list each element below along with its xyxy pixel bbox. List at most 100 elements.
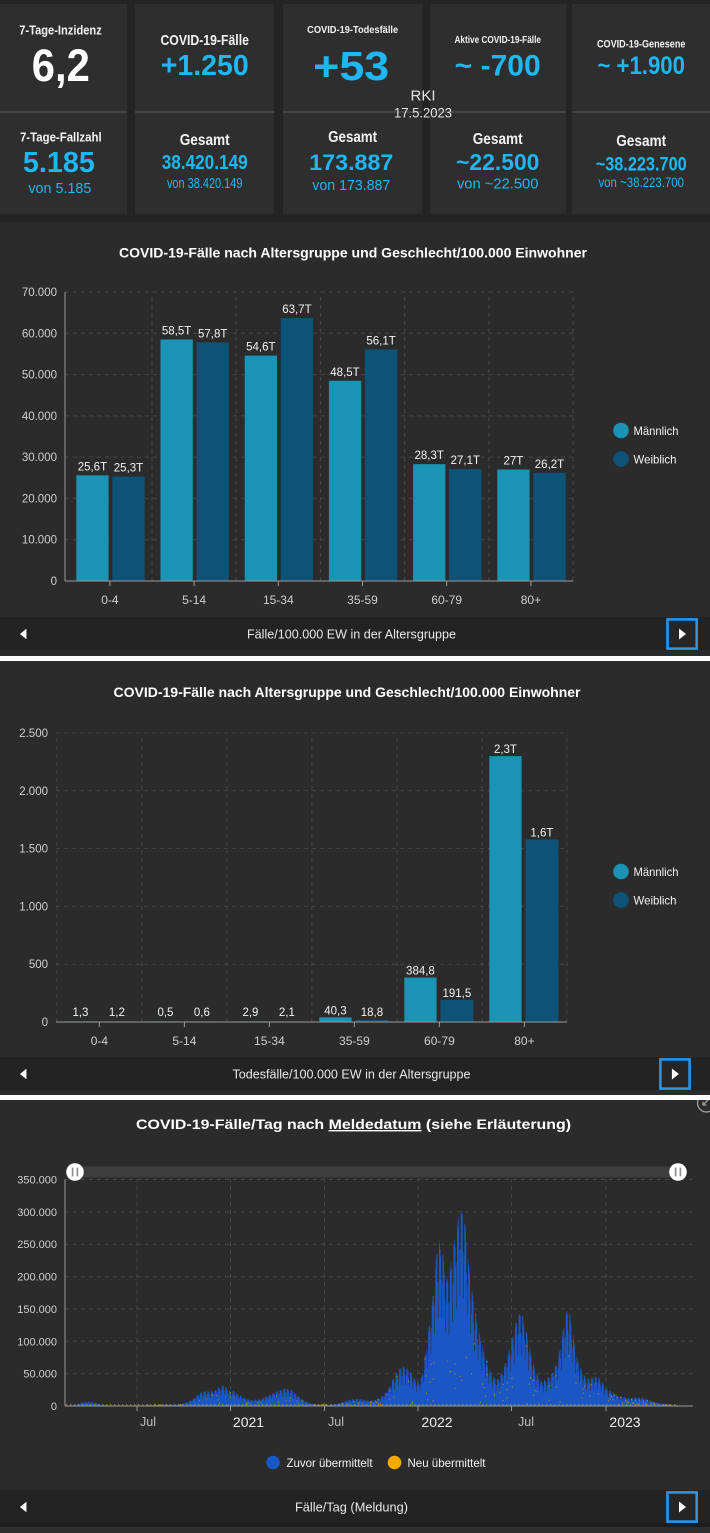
svg-text:Gesamt: Gesamt: [328, 129, 377, 146]
svg-text:7-Tage-Inzidenz: 7-Tage-Inzidenz: [19, 23, 102, 38]
svg-text:25,6T: 25,6T: [78, 461, 107, 473]
svg-text:Jul: Jul: [518, 1415, 534, 1429]
svg-text:0-4: 0-4: [101, 593, 119, 607]
svg-text:von 173.887: von 173.887: [312, 177, 390, 194]
svg-text:Jul: Jul: [328, 1415, 344, 1429]
svg-text:80+: 80+: [514, 1034, 534, 1048]
svg-text:Jul: Jul: [140, 1415, 156, 1429]
svg-text:56,1T: 56,1T: [366, 335, 395, 347]
svg-text:191,5: 191,5: [443, 988, 472, 1000]
svg-text:173.887: 173.887: [309, 150, 393, 175]
svg-text:38.420.149: 38.420.149: [162, 152, 248, 174]
svg-text:von 5.185: von 5.185: [28, 181, 91, 197]
svg-text:63,7T: 63,7T: [282, 304, 311, 316]
svg-text:1.500: 1.500: [19, 844, 48, 856]
svg-text:28,3T: 28,3T: [414, 450, 443, 462]
svg-text:250.000: 250.000: [17, 1239, 57, 1251]
svg-text:6,2: 6,2: [32, 40, 90, 91]
svg-text:48,5T: 48,5T: [330, 367, 359, 379]
svg-text:von ~38.223.700: von ~38.223.700: [598, 175, 684, 190]
svg-text:0,5: 0,5: [157, 1007, 173, 1019]
svg-text:~38.223.700: ~38.223.700: [596, 155, 687, 176]
svg-text:50.000: 50.000: [22, 370, 57, 382]
svg-text:15-34: 15-34: [254, 1034, 285, 1048]
svg-text:+1.250: +1.250: [161, 50, 249, 82]
svg-text:80+: 80+: [521, 593, 541, 607]
svg-text:Gesamt: Gesamt: [473, 131, 523, 148]
svg-text:200.000: 200.000: [17, 1272, 57, 1284]
svg-text:1,2: 1,2: [109, 1007, 125, 1019]
svg-text:Gesamt: Gesamt: [180, 132, 230, 149]
svg-text:2.500: 2.500: [19, 728, 48, 740]
svg-text:150.000: 150.000: [17, 1304, 57, 1316]
svg-text:10.000: 10.000: [22, 535, 57, 547]
svg-text:2022: 2022: [421, 1414, 452, 1430]
svg-text:57,8T: 57,8T: [198, 328, 227, 340]
svg-text:+53: +53: [313, 43, 389, 89]
svg-text:70.000: 70.000: [22, 287, 57, 299]
svg-text:7-Tage-Fallzahl: 7-Tage-Fallzahl: [20, 130, 102, 145]
svg-text:50.000: 50.000: [23, 1369, 57, 1381]
svg-text:1.000: 1.000: [19, 901, 48, 913]
svg-text:26,2T: 26,2T: [535, 459, 564, 471]
svg-text:COVID-19-Fälle nach Altersgrup: COVID-19-Fälle nach Altersgruppe und Ges…: [114, 684, 582, 700]
svg-text:40,3: 40,3: [324, 1005, 346, 1017]
svg-text:60.000: 60.000: [22, 328, 57, 340]
svg-text:35-59: 35-59: [339, 1034, 370, 1048]
svg-text:COVID-19-Todesfälle: COVID-19-Todesfälle: [307, 24, 398, 36]
svg-text:5.185: 5.185: [23, 147, 95, 179]
svg-text:Aktive COVID-19-Fälle: Aktive COVID-19-Fälle: [454, 34, 541, 46]
svg-text:17.5.2023: 17.5.2023: [394, 105, 452, 121]
svg-text:5-14: 5-14: [172, 1034, 196, 1048]
svg-text:2,3T: 2,3T: [494, 744, 517, 756]
svg-text:20.000: 20.000: [22, 493, 57, 505]
svg-text:30.000: 30.000: [22, 452, 57, 464]
svg-text:von 38.420.149: von 38.420.149: [167, 176, 243, 192]
svg-text:100.000: 100.000: [17, 1336, 57, 1348]
svg-text:0: 0: [42, 1017, 48, 1029]
svg-text:0: 0: [51, 576, 57, 588]
svg-text:27,1T: 27,1T: [451, 455, 480, 467]
svg-text:384,8: 384,8: [406, 966, 435, 978]
svg-text:60-79: 60-79: [431, 593, 462, 607]
svg-text:COVID-19-Fälle nach Altersgrup: COVID-19-Fälle nach Altersgruppe und Ges…: [119, 245, 588, 261]
svg-text:15-34: 15-34: [263, 593, 294, 607]
svg-text:500: 500: [29, 959, 48, 971]
svg-text:54,6T: 54,6T: [246, 342, 275, 354]
svg-text:0,6: 0,6: [194, 1007, 210, 1019]
svg-text:2021: 2021: [233, 1414, 264, 1430]
svg-text:5-14: 5-14: [182, 593, 206, 607]
svg-text:1,3: 1,3: [72, 1007, 88, 1019]
svg-text:25,3T: 25,3T: [114, 463, 143, 475]
svg-text:0: 0: [51, 1401, 57, 1413]
svg-text:2.000: 2.000: [19, 786, 48, 798]
svg-text:Fälle/Tag (Meldung): Fälle/Tag (Meldung): [295, 1501, 408, 1515]
svg-text:Todesfälle/100.000 EW in der A: Todesfälle/100.000 EW in der Altersgrupp…: [233, 1068, 471, 1082]
svg-text:Neu übermittelt: Neu übermittelt: [408, 1456, 487, 1470]
svg-text:60-79: 60-79: [424, 1034, 455, 1048]
svg-text:18,8: 18,8: [361, 1007, 383, 1019]
svg-text:~ -700: ~ -700: [455, 50, 541, 83]
svg-text:2,1: 2,1: [279, 1007, 295, 1019]
svg-text:RKI: RKI: [410, 88, 435, 105]
svg-text:~ +1.900: ~ +1.900: [597, 52, 685, 80]
svg-text:35-59: 35-59: [347, 593, 378, 607]
svg-text:2,9: 2,9: [242, 1007, 258, 1019]
svg-text:Gesamt: Gesamt: [616, 133, 666, 150]
svg-text:Weiblich: Weiblich: [634, 453, 677, 467]
svg-text:Fälle/100.000 EW in der Alters: Fälle/100.000 EW in der Altersgruppe: [247, 628, 456, 642]
svg-text:~22.500: ~22.500: [456, 149, 540, 175]
svg-text:40.000: 40.000: [22, 411, 57, 423]
svg-text:58,5T: 58,5T: [162, 325, 191, 337]
svg-text:COVID-19-Fälle: COVID-19-Fälle: [160, 32, 249, 49]
svg-text:Männlich: Männlich: [634, 424, 679, 438]
svg-text:2023: 2023: [609, 1414, 640, 1430]
svg-text:Zuvor übermittelt: Zuvor übermittelt: [287, 1456, 374, 1470]
svg-text:350.000: 350.000: [17, 1175, 57, 1187]
svg-text:von ~22.500: von ~22.500: [457, 176, 539, 193]
svg-text:Männlich: Männlich: [634, 865, 679, 879]
svg-text:COVID-19-Genesene: COVID-19-Genesene: [597, 39, 686, 51]
svg-text:0-4: 0-4: [91, 1034, 109, 1048]
svg-text:300.000: 300.000: [17, 1207, 57, 1219]
svg-text:1,6T: 1,6T: [530, 827, 553, 839]
